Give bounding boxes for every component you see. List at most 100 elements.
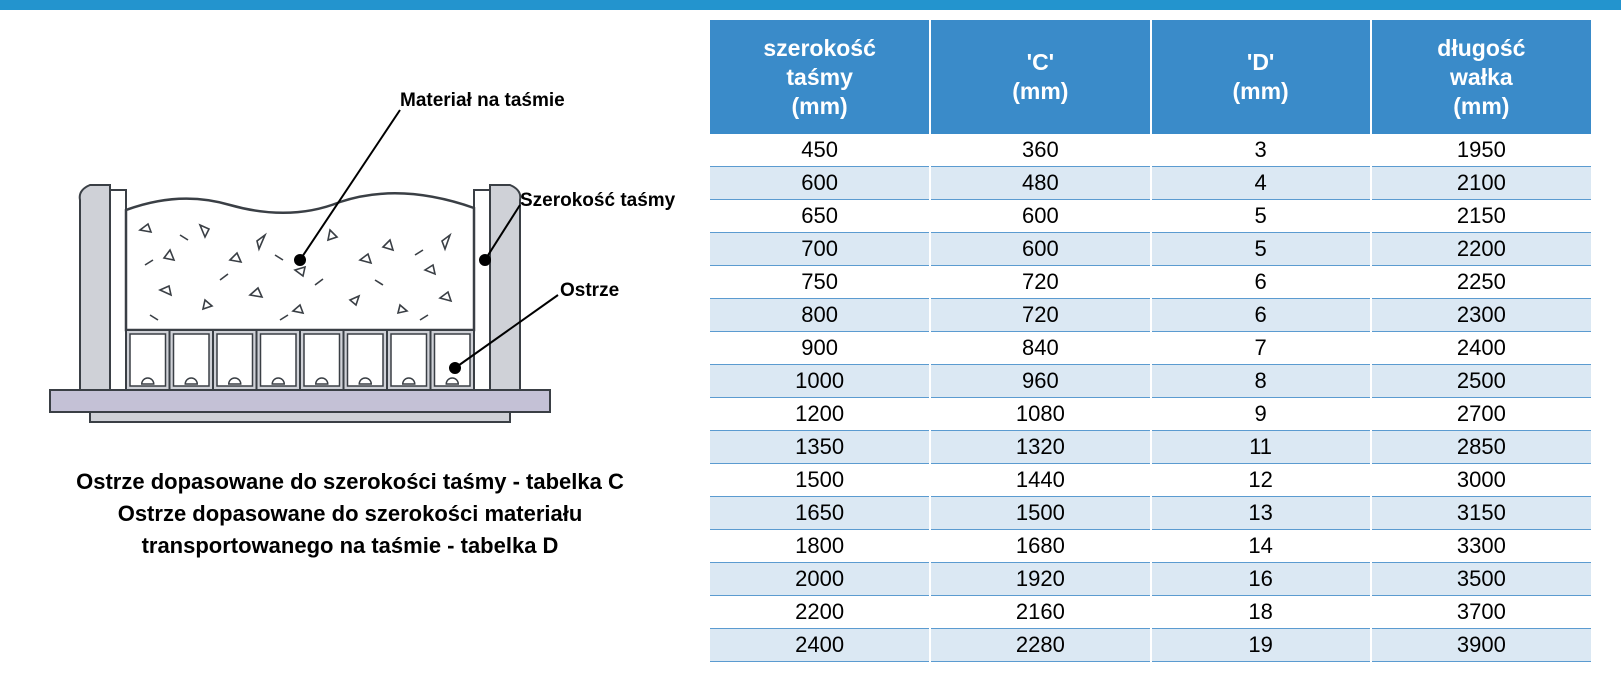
table-row: 15001440123000 [710,464,1591,497]
col-header-1: 'C'(mm) [930,20,1150,134]
cell: 2700 [1371,398,1591,431]
cell: 3900 [1371,629,1591,662]
cell: 2250 [1371,266,1591,299]
col-header-3: długośćwałka(mm) [1371,20,1591,134]
cell: 19 [1151,629,1371,662]
cross-section-svg [30,90,670,450]
table-head: szerokośćtaśmy(mm)'C'(mm)'D'(mm)długośćw… [710,20,1591,134]
cell: 2850 [1371,431,1591,464]
cell: 2280 [930,629,1150,662]
cell: 2000 [710,563,930,596]
table-row: 1200108092700 [710,398,1591,431]
table-row: 70060052200 [710,233,1591,266]
table-row: 65060052150 [710,200,1591,233]
callout-blade: Ostrze [560,280,619,302]
cell: 600 [930,200,1150,233]
cell: 8 [1151,365,1371,398]
cell: 650 [710,200,930,233]
blade-modules [126,330,474,390]
left-wall [80,185,126,390]
accent-bar [0,0,1621,10]
cell: 3 [1151,134,1371,167]
cell: 2150 [1371,200,1591,233]
cell: 1080 [930,398,1150,431]
table-body: 4503603195060048042100650600521507006005… [710,134,1591,662]
cell: 7 [1151,332,1371,365]
dimensions-table: szerokośćtaśmy(mm)'C'(mm)'D'(mm)długośćw… [710,20,1591,662]
table-row: 22002160183700 [710,596,1591,629]
cell: 1920 [930,563,1150,596]
table-row: 90084072400 [710,332,1591,365]
platform [50,390,550,412]
cell: 600 [710,167,930,200]
cell: 600 [930,233,1150,266]
cell: 1500 [930,497,1150,530]
cell: 2100 [1371,167,1591,200]
diagram: Materiał na taśmie Szerokość taśmy Ostrz… [30,90,670,450]
cell: 2400 [710,629,930,662]
cell: 900 [710,332,930,365]
cell: 1950 [1371,134,1591,167]
page: Materiał na taśmie Szerokość taśmy Ostrz… [0,10,1621,682]
cell: 480 [930,167,1150,200]
cell: 1500 [710,464,930,497]
blade-module [126,330,170,390]
cell: 6 [1151,266,1371,299]
cell: 3000 [1371,464,1591,497]
cell: 1320 [930,431,1150,464]
table-row: 75072062250 [710,266,1591,299]
cell: 1000 [710,365,930,398]
table-row: 100096082500 [710,365,1591,398]
diagram-panel: Materiał na taśmie Szerokość taśmy Ostrz… [30,20,670,562]
cell: 11 [1151,431,1371,464]
cell: 5 [1151,200,1371,233]
caption-line-3: transportowanego na taśmie - tabelka D [30,530,670,562]
col-header-2: 'D'(mm) [1151,20,1371,134]
table-row: 45036031950 [710,134,1591,167]
blade-module [387,330,431,390]
cell: 360 [930,134,1150,167]
blade-module [344,330,388,390]
cell: 9 [1151,398,1371,431]
table-row: 24002280193900 [710,629,1591,662]
table-panel: szerokośćtaśmy(mm)'C'(mm)'D'(mm)długośćw… [710,20,1591,662]
cell: 1800 [710,530,930,563]
cell: 5 [1151,233,1371,266]
cell: 4 [1151,167,1371,200]
cell: 16 [1151,563,1371,596]
blade-module [213,330,257,390]
cell: 1350 [710,431,930,464]
cell: 14 [1151,530,1371,563]
diagram-caption: Ostrze dopasowane do szerokości taśmy - … [30,466,670,562]
cell: 960 [930,365,1150,398]
callout-material: Materiał na taśmie [400,90,565,112]
blade-module [300,330,344,390]
cell: 3300 [1371,530,1591,563]
table-row: 16501500133150 [710,497,1591,530]
cell: 720 [930,266,1150,299]
table-row: 13501320112850 [710,431,1591,464]
cell: 750 [710,266,930,299]
cell: 1650 [710,497,930,530]
cell: 450 [710,134,930,167]
cell: 6 [1151,299,1371,332]
table-row: 60048042100 [710,167,1591,200]
cell: 3500 [1371,563,1591,596]
platform-under [90,412,510,422]
cell: 2200 [1371,233,1591,266]
cell: 800 [710,299,930,332]
cell: 2400 [1371,332,1591,365]
cell: 3150 [1371,497,1591,530]
caption-line-1: Ostrze dopasowane do szerokości taśmy - … [30,466,670,498]
cell: 2500 [1371,365,1591,398]
cell: 840 [930,332,1150,365]
blade-module [170,330,214,390]
col-header-0: szerokośćtaśmy(mm) [710,20,930,134]
blade-module [257,330,301,390]
cell: 3700 [1371,596,1591,629]
cell: 2160 [930,596,1150,629]
table-row: 18001680143300 [710,530,1591,563]
cell: 720 [930,299,1150,332]
cell: 1680 [930,530,1150,563]
table-row: 20001920163500 [710,563,1591,596]
